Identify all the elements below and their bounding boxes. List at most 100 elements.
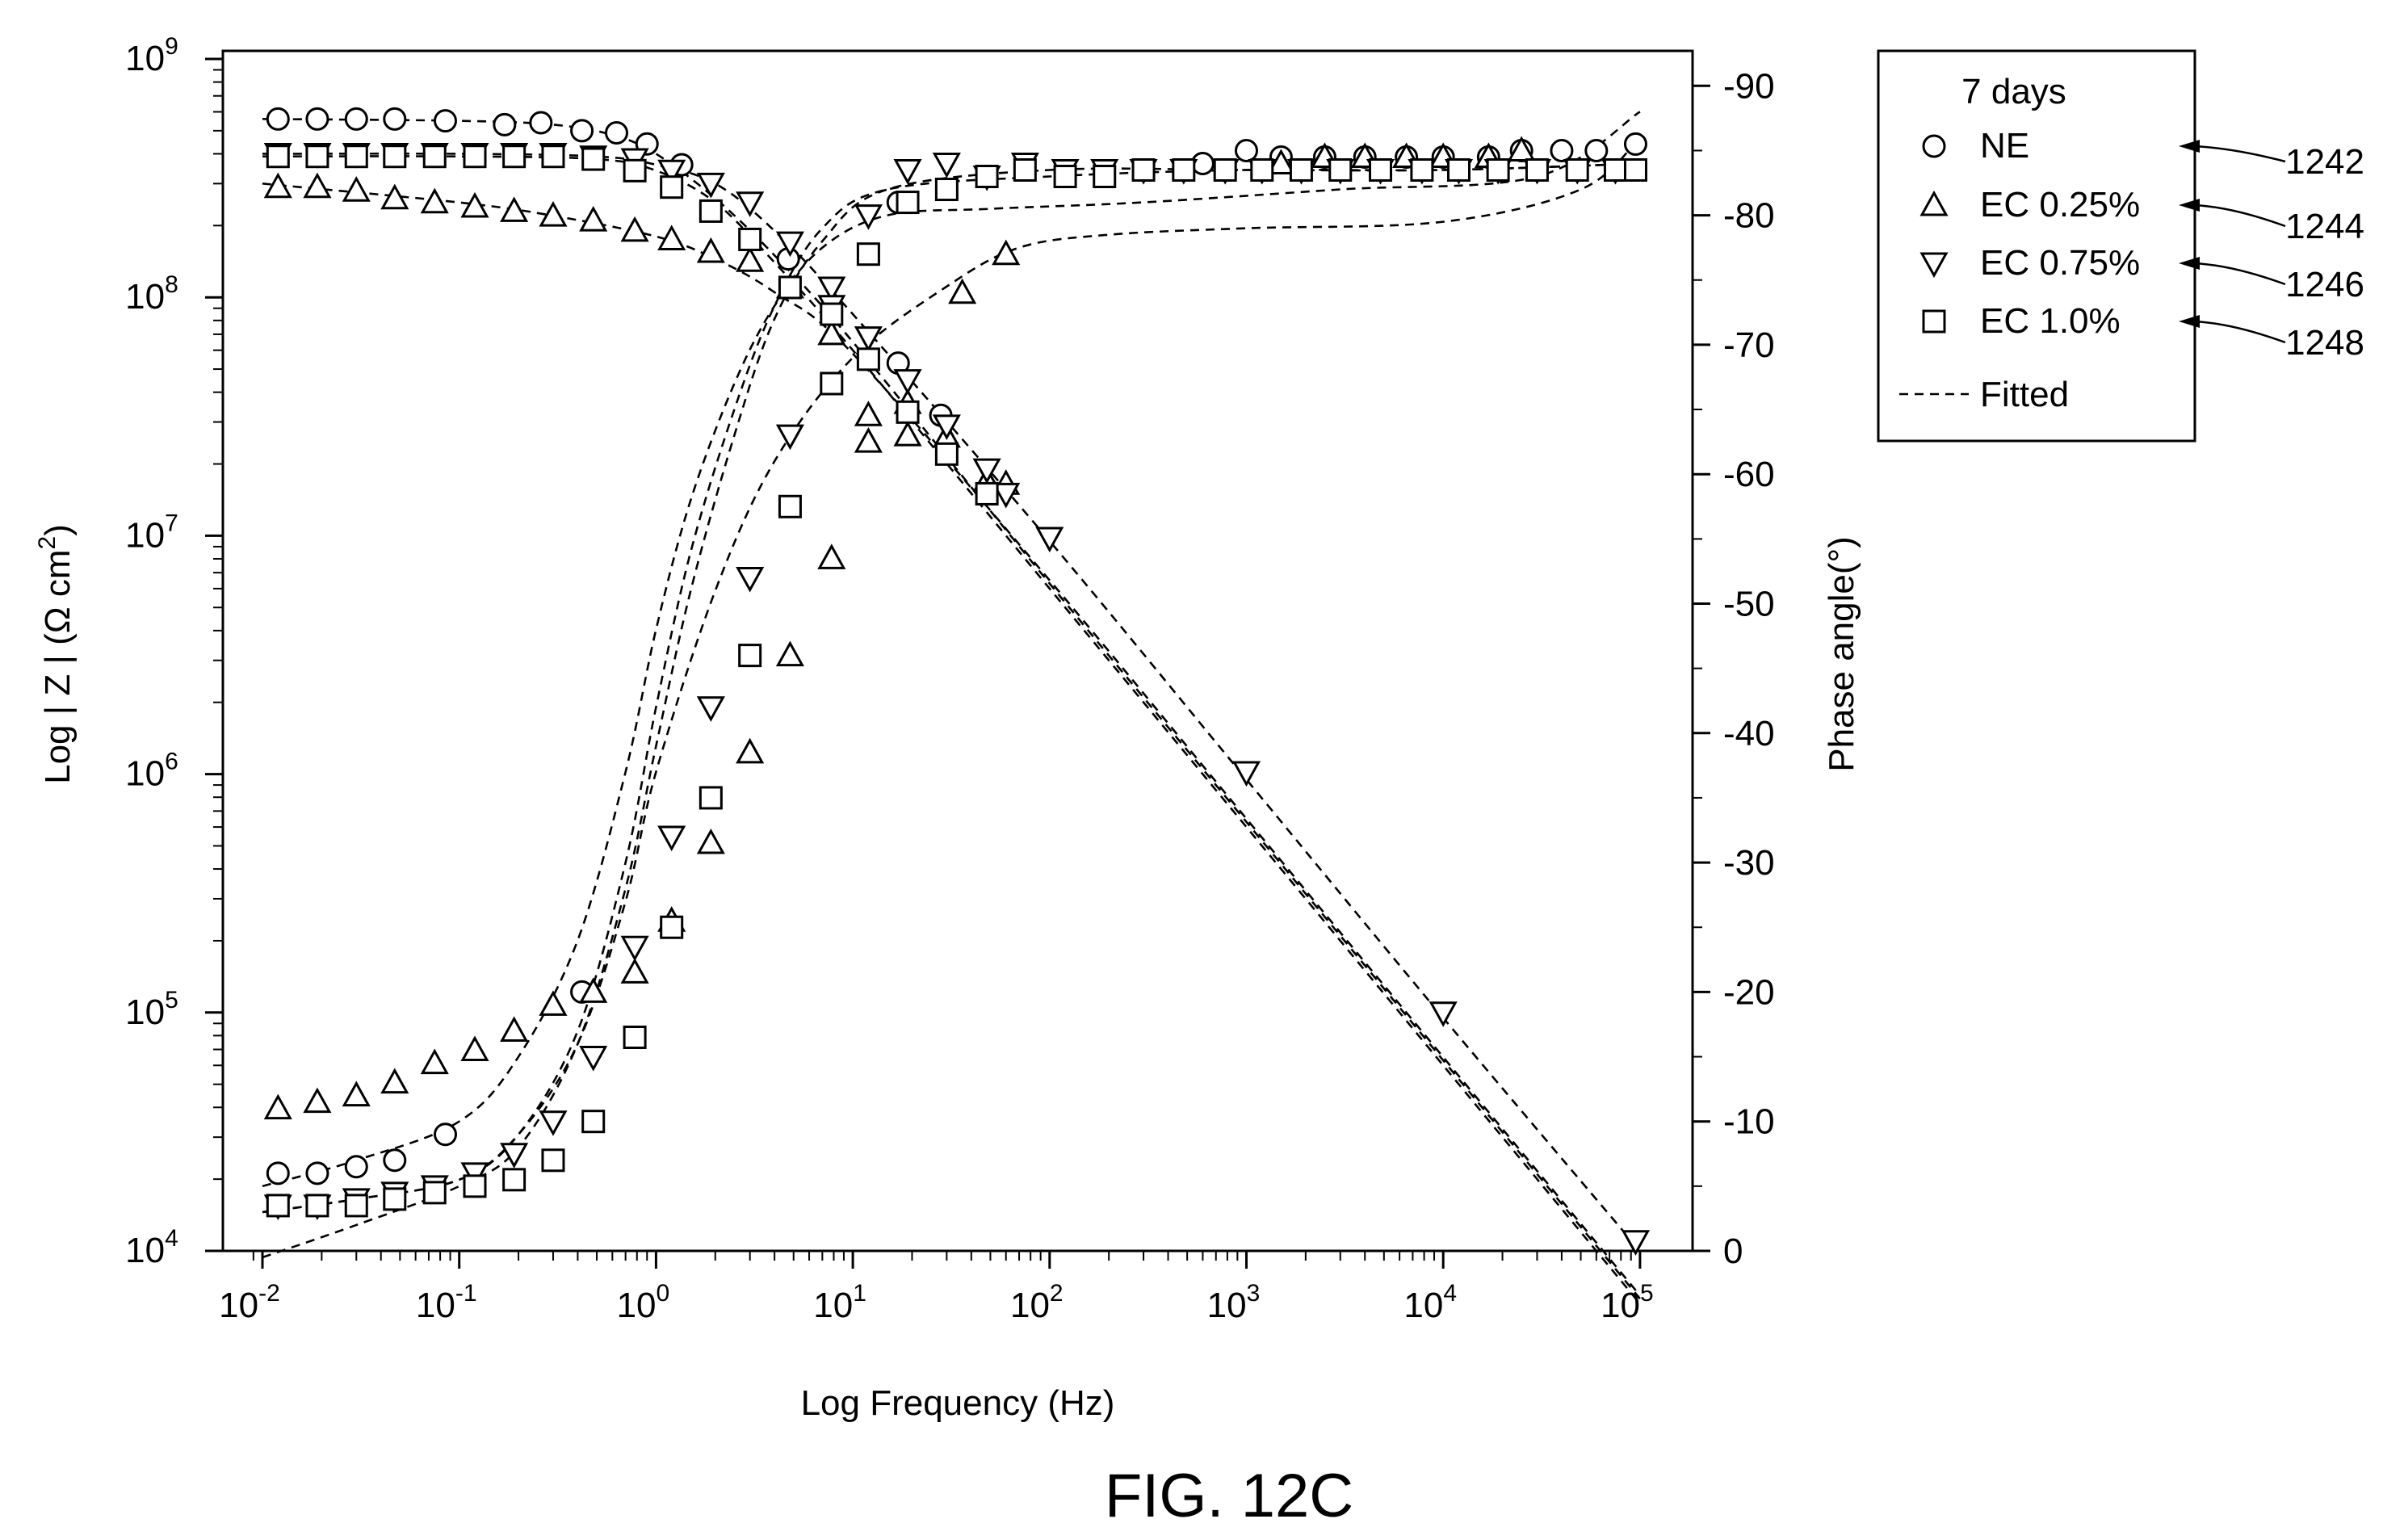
phase-point [539,990,568,1016]
y-left-tick-label: 105 [125,987,178,1032]
impedance-point [934,442,959,466]
impedance-point [529,111,553,135]
phase-point [699,786,723,810]
impedance-point [657,224,686,250]
phase-point [383,1187,407,1211]
phase-point [696,696,725,722]
phase-point [303,1087,332,1114]
impedance-point [266,145,290,169]
impedance-point [433,109,457,133]
reference-numeral: 1244 [2285,207,2364,246]
phase-point [1328,157,1353,182]
impedance-point [817,319,846,346]
impedance-point [604,120,628,145]
phase-point [305,1161,329,1185]
impedance-point [263,172,292,199]
impedance-point [422,145,447,169]
phase-point [500,1016,529,1042]
x-tick-label: 103 [1207,1280,1261,1325]
phase-point [500,1143,529,1169]
y-right-tick-label: -90 [1723,66,1775,106]
phase-point [1623,132,1647,156]
phase-point [1266,149,1295,174]
impedance-point [303,172,332,199]
legend-marker [1922,134,1946,158]
x-axis-label: Log Frequency (Hz) [801,1383,1115,1423]
impedance-point [460,191,489,218]
legend-title: 7 days [1961,72,2066,111]
impedance-point [778,275,802,300]
legend-marker [1919,252,1949,279]
impedance-point [1231,761,1261,787]
phase-point [1093,165,1117,189]
phase-point [541,1148,565,1173]
callout-arrow [2192,145,2286,163]
impedance-point [342,176,371,202]
legend-marker [1919,190,1949,216]
phase-point [854,204,883,230]
fitted-impedance-curve [262,155,1641,1305]
phase-point [433,1122,457,1147]
impedance-point [539,201,568,227]
fitted-impedance-curve [262,152,1641,1252]
y-right-tick-label: 0 [1723,1232,1743,1271]
phase-point [696,828,725,854]
phase-point [736,737,765,764]
impedance-point [736,191,765,217]
phase-point [1013,157,1037,182]
phase-point [854,427,883,453]
callout-arrowhead [2179,199,2200,212]
impedance-point [305,145,329,169]
impedance-point [383,145,407,169]
phase-point [817,543,846,569]
callout-arrowhead [2179,315,2200,328]
impedance-point [972,458,1001,485]
legend-entry-label: EC 0.25% [1980,185,2140,224]
impedance-point [581,147,606,171]
impedance-point [620,216,649,242]
impedance-point [699,199,723,223]
phase-point [1369,157,1393,182]
phase-point [856,242,880,266]
impedance-point [579,205,608,232]
phase-point [896,191,920,215]
impedance-point [775,231,804,258]
phase-point [893,421,922,447]
impedance-point [854,401,883,426]
reference-numeral: 1242 [2285,142,2364,182]
phase-point [460,1035,489,1062]
phase-point [1235,138,1258,162]
phase-point [1584,138,1609,162]
phase-point [1565,157,1589,182]
impedance-point [696,172,725,199]
callout-arrow [2192,262,2286,286]
phase-point [1603,157,1627,182]
phase-point [1410,157,1434,182]
legend: 7 days NE EC 0.25% EC 0.75% EC 1.0% Fitted [1877,49,2196,443]
plot-frame [221,49,1694,1253]
phase-point [1053,165,1077,189]
y-left-tick-label: 107 [125,510,178,555]
phase-point [422,1181,447,1205]
fitted-phase-curve [262,162,1640,1259]
phase-point [266,1194,290,1218]
legend-marker [1922,309,1946,334]
impedance-point [660,175,684,199]
fitted-phase-curve [262,111,1641,1188]
phase-point [463,1174,487,1198]
phase-point [975,165,999,189]
y-left-tick-label: 108 [125,271,178,317]
legend-entry-label: NE [1980,126,2029,166]
phase-point [934,178,959,202]
phase-point [992,239,1021,266]
phase-point [1550,138,1574,162]
phase-point [460,1162,489,1188]
phase-point [775,640,804,667]
phase-point [1486,157,1510,182]
impedance-point [383,107,407,131]
impedance-point [420,187,449,214]
x-tick-label: 105 [1601,1280,1654,1325]
impedance-point [623,158,647,183]
phase-point [620,958,649,984]
